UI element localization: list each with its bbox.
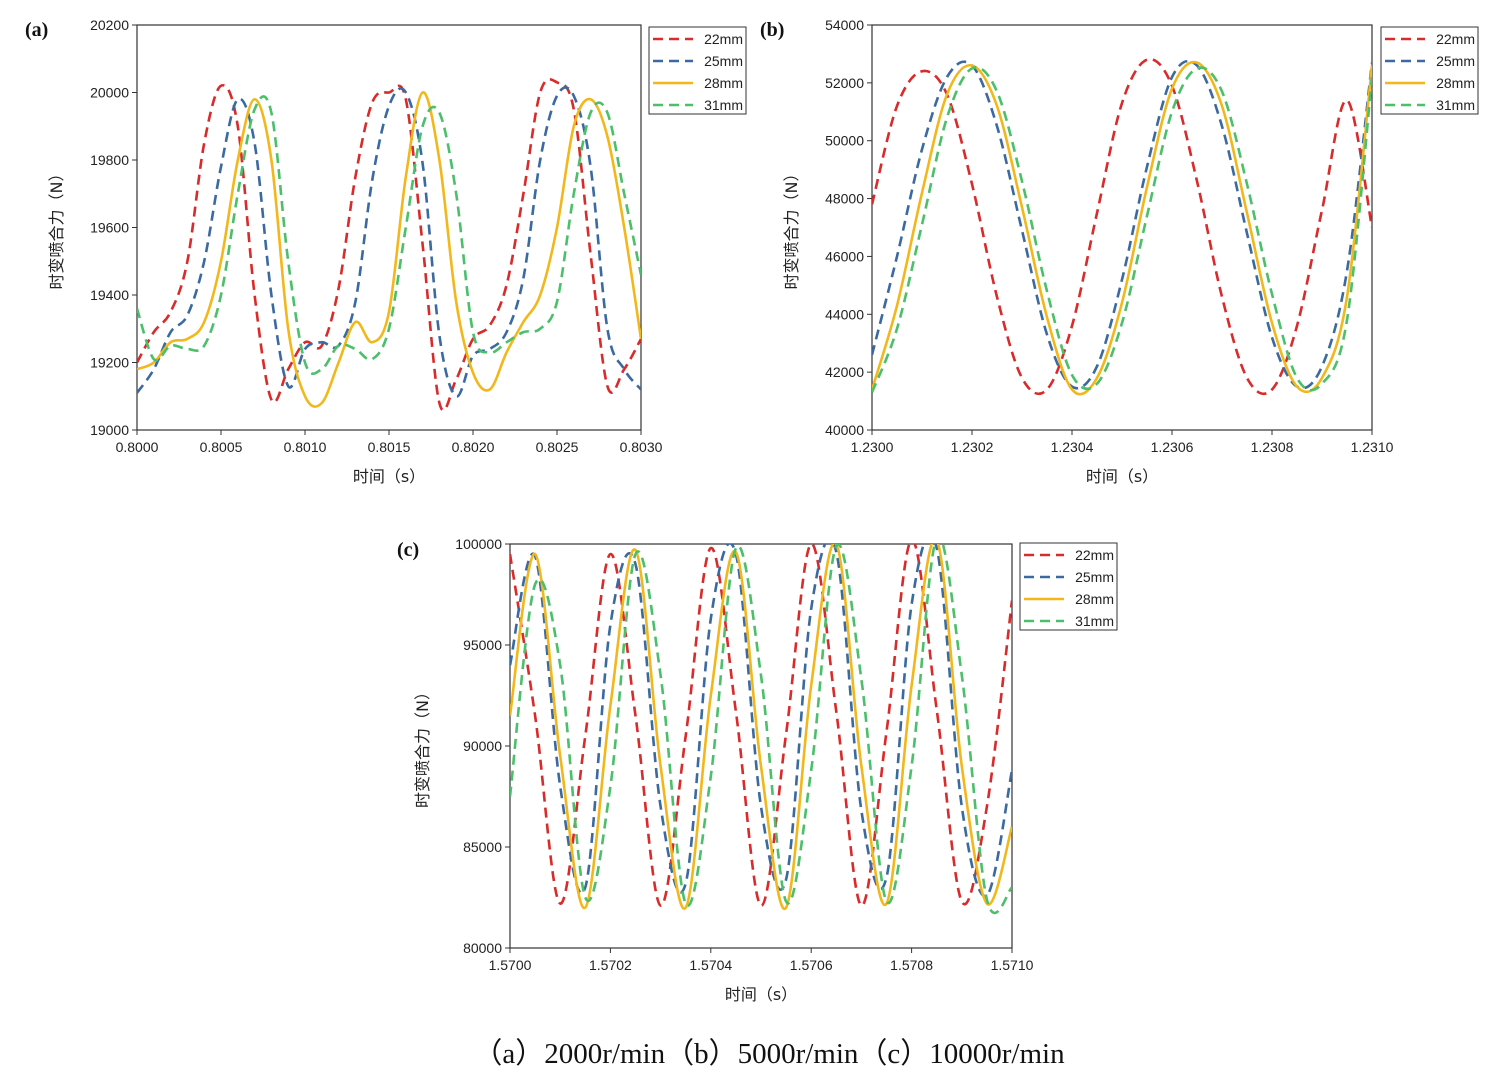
series-group xyxy=(510,544,1012,915)
y-tick-label: 19200 xyxy=(90,355,129,371)
legend-box xyxy=(1380,26,1479,115)
legend: 22mm 25mm 28mm 31mm xyxy=(1380,26,1479,115)
legend-label: 22mm xyxy=(1075,547,1114,563)
x-tick-label: 0.8020 xyxy=(452,439,495,455)
series-line-25mm xyxy=(510,544,1012,898)
x-tick-label: 1.5710 xyxy=(991,957,1034,973)
series-line-28mm xyxy=(872,60,1372,396)
y-tick-label: 46000 xyxy=(825,248,864,264)
legend-label: 22mm xyxy=(704,31,743,47)
series-line-31mm xyxy=(872,66,1372,393)
chart-panel-c: 80000 85000 90000 95000 100000 1.5700 1.5702 1.… xyxy=(397,536,1118,1004)
y-tick-label: 42000 xyxy=(825,364,864,380)
series-group xyxy=(872,57,1372,396)
legend-box xyxy=(648,26,747,115)
legend-label: 25mm xyxy=(1075,569,1114,585)
panel-label: (c) xyxy=(397,539,419,561)
series-line-28mm xyxy=(137,91,641,408)
legend-label: 31mm xyxy=(1436,97,1475,113)
legend: 22mm 25mm 28mm 31mm xyxy=(1019,542,1118,631)
series-line-22mm xyxy=(872,57,1372,396)
x-tick-label: 1.5704 xyxy=(689,957,732,973)
y-tick-label: 20200 xyxy=(90,17,129,33)
x-tick-label: 1.2306 xyxy=(1151,439,1194,455)
y-tick-label: 19600 xyxy=(90,220,129,236)
y-tick-label: 20000 xyxy=(90,85,129,101)
legend: 22mm 25mm 28mm 31mm xyxy=(648,26,747,115)
figure-caption: （a）2000r/min（b）5000r/min（c）10000r/min xyxy=(473,1038,1065,1070)
y-tick-label: 48000 xyxy=(825,191,864,207)
series-line-31mm xyxy=(510,544,1012,915)
x-tick-label: 0.8015 xyxy=(368,439,411,455)
legend-label: 28mm xyxy=(704,75,743,91)
x-tick-label: 1.5702 xyxy=(589,957,632,973)
y-tick-label: 95000 xyxy=(463,637,502,653)
y-tick-label: 100000 xyxy=(455,536,502,552)
x-tick-label: 0.8030 xyxy=(620,439,663,455)
y-tick-label: 50000 xyxy=(825,133,864,149)
y-tick-label: 54000 xyxy=(825,17,864,33)
legend-label: 28mm xyxy=(1436,75,1475,91)
x-tick-label: 1.2310 xyxy=(1351,439,1394,455)
x-axis-title: 时间（s） xyxy=(725,985,797,1004)
x-tick-label: 0.8010 xyxy=(284,439,327,455)
y-tick-label: 44000 xyxy=(825,306,864,322)
x-tick-label: 1.2300 xyxy=(851,439,894,455)
x-tick-label: 0.8005 xyxy=(200,439,243,455)
y-tick-label: 52000 xyxy=(825,75,864,91)
x-tick-label: 0.8025 xyxy=(536,439,579,455)
y-tick-label: 80000 xyxy=(463,940,502,956)
y-tick-label: 85000 xyxy=(463,839,502,855)
y-axis-title: 时变喷合力（N） xyxy=(782,166,801,290)
y-tick-label: 40000 xyxy=(825,422,864,438)
legend-label: 31mm xyxy=(1075,613,1114,629)
legend-label: 25mm xyxy=(704,53,743,69)
x-tick-label: 0.8000 xyxy=(116,439,159,455)
legend-label: 22mm xyxy=(1436,31,1475,47)
x-tick-label: 1.2308 xyxy=(1251,439,1294,455)
y-axis-title: 时变喷合力（N） xyxy=(413,684,432,808)
y-tick-label: 19000 xyxy=(90,422,129,438)
series-line-25mm xyxy=(137,86,641,398)
x-tick-label: 1.2302 xyxy=(951,439,994,455)
y-tick-label: 19400 xyxy=(90,287,129,303)
x-axis-title: 时间（s） xyxy=(353,467,425,486)
panel-label: (b) xyxy=(760,19,784,41)
y-axis-title: 时变喷合力（N） xyxy=(47,166,66,290)
y-tick-label: 90000 xyxy=(463,738,502,754)
legend-label: 28mm xyxy=(1075,591,1114,607)
legend-label: 31mm xyxy=(704,97,743,113)
legend-box xyxy=(1019,542,1118,631)
plot-frame xyxy=(871,24,1373,431)
legend-label: 25mm xyxy=(1436,53,1475,69)
chart-panel-b: 40000 42000 44000 46000 48000 50000 52000 54000… xyxy=(760,17,1479,486)
x-tick-label: 1.5706 xyxy=(790,957,833,973)
x-tick-label: 1.2304 xyxy=(1051,439,1094,455)
x-axis-title: 时间（s） xyxy=(1086,467,1158,486)
series-group xyxy=(137,78,641,412)
series-line-28mm xyxy=(510,544,1012,911)
x-tick-label: 1.5708 xyxy=(890,957,933,973)
panel-label: (a) xyxy=(25,19,48,41)
plot-frame xyxy=(509,543,1013,949)
y-tick-label: 19800 xyxy=(90,152,129,168)
series-line-31mm xyxy=(137,95,641,375)
x-tick-label: 1.5700 xyxy=(489,957,532,973)
chart-panel-a: 19000 19200 19400 19600 19800 20000 20200 0.800… xyxy=(25,17,747,486)
